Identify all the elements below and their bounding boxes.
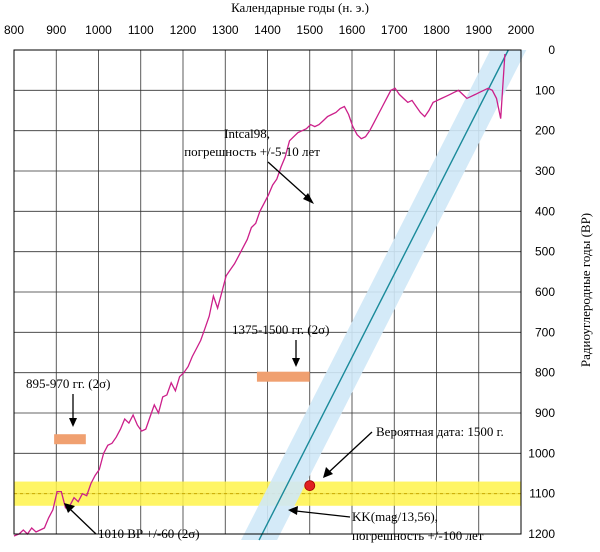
y-tick-label: 400	[535, 204, 555, 218]
x-tick-label: 1200	[170, 23, 197, 37]
annotation-layer: Intcal98, погрешность +/-5-10 лет 1375-1…	[26, 126, 504, 543]
x-tick-label: 1700	[381, 23, 408, 37]
y-tick-label: 500	[535, 245, 555, 259]
kk-label-line1: KK(mag/13,56),	[352, 509, 438, 524]
band-label: 1010 BP +/-60 (2σ)	[98, 526, 200, 541]
y-tick-label: 1100	[529, 487, 555, 501]
range1-arrowhead	[69, 418, 77, 427]
plot-frame	[13, 49, 522, 535]
kk-line	[258, 49, 509, 541]
y-tick-label: 1200	[528, 527, 555, 541]
x-tick-label: 800	[4, 23, 24, 37]
y-tick-label: 300	[535, 164, 555, 178]
probable-date-point-layer	[304, 480, 316, 492]
intcal-arrow	[267, 161, 309, 199]
x-tick-label: 2000	[508, 23, 535, 37]
x-tick-label: 1400	[254, 23, 281, 37]
intcal-arrowhead	[303, 193, 314, 204]
x-tick-label: 900	[46, 23, 66, 37]
x-axis-title: Календарные годы (н. э.)	[231, 0, 369, 15]
x-tick-label: 1800	[423, 23, 450, 37]
y-tick-label: 200	[535, 124, 555, 138]
intcal-label-line2: погрешность +/-5-10 лет	[184, 144, 320, 159]
y-tick-label: 600	[535, 285, 555, 299]
band-arrow	[70, 509, 97, 535]
y-axis-title: Радиоуглеродные годы (BP)	[578, 213, 593, 367]
range2-arrowhead	[292, 358, 300, 367]
x-tick-label: 1300	[212, 23, 239, 37]
series-line-intcal98	[13, 53, 506, 537]
x-tick-label: 1500	[296, 23, 323, 37]
range2-label: 1375-1500 гг. (2σ)	[232, 322, 329, 337]
range-bar-2	[256, 371, 310, 382]
x-tick-label: 1100	[128, 23, 154, 37]
y-tick-label: 100	[535, 83, 555, 97]
x-tick-label: 1900	[465, 23, 492, 37]
point-arrow	[328, 431, 373, 473]
kk-arrow	[295, 510, 351, 518]
x-tick-label: 1000	[85, 23, 112, 37]
intcal-label-line1: Intcal98,	[224, 126, 270, 141]
range-bar-1	[54, 434, 86, 445]
probable-date-point	[304, 480, 316, 492]
probable-date-label: Вероятная дата: 1500 г.	[376, 424, 504, 439]
kk-label-line2: погрешность +/-100 лет	[352, 528, 484, 543]
y-tick-label: 900	[535, 406, 555, 420]
series-layer	[13, 49, 509, 541]
y-tick-label: 0	[548, 43, 555, 57]
point-arrowhead	[323, 467, 333, 478]
y-tick-label: 800	[535, 366, 555, 380]
y-tick-label: 700	[535, 325, 555, 339]
band-arrowhead	[64, 503, 75, 513]
grid	[13, 49, 522, 535]
kk-arrowhead	[288, 506, 298, 515]
range1-label: 895-970 гг. (2σ)	[26, 376, 110, 391]
range-bars	[54, 371, 310, 445]
tick-labels: 800 900 1000 1100 1200 1300 1400 1500 1600 1700 18…	[4, 23, 555, 541]
y-tick-label: 1000	[528, 446, 555, 460]
x-tick-label: 1600	[339, 23, 366, 37]
arrow-layer	[64, 161, 373, 535]
